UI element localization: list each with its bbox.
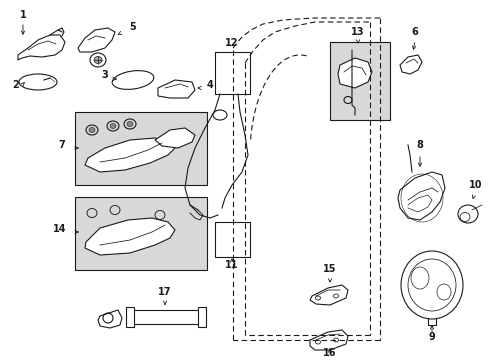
Bar <box>329 42 389 120</box>
Polygon shape <box>85 218 175 255</box>
Ellipse shape <box>315 296 320 300</box>
Polygon shape <box>399 55 421 74</box>
Text: 14: 14 <box>53 224 67 234</box>
Text: 10: 10 <box>468 180 482 190</box>
Polygon shape <box>78 28 115 52</box>
Ellipse shape <box>94 57 102 63</box>
Text: 13: 13 <box>350 27 364 37</box>
Bar <box>126 307 134 327</box>
Polygon shape <box>397 172 444 220</box>
Polygon shape <box>337 58 371 88</box>
Polygon shape <box>158 80 195 98</box>
Ellipse shape <box>315 340 320 344</box>
Polygon shape <box>85 138 175 172</box>
Bar <box>130 310 202 324</box>
Bar <box>198 307 205 327</box>
Text: 1: 1 <box>20 10 26 20</box>
Text: 2: 2 <box>13 80 20 90</box>
Text: 11: 11 <box>225 260 238 270</box>
Bar <box>75 112 206 185</box>
Text: 6: 6 <box>411 27 418 37</box>
Ellipse shape <box>333 294 338 298</box>
Text: 12: 12 <box>225 38 238 48</box>
Text: 4: 4 <box>206 80 213 90</box>
Polygon shape <box>155 128 195 148</box>
Text: 9: 9 <box>428 332 434 342</box>
Text: 17: 17 <box>158 287 171 297</box>
Text: 3: 3 <box>102 70 108 80</box>
Polygon shape <box>98 310 122 328</box>
Ellipse shape <box>127 122 133 126</box>
Text: 15: 15 <box>323 264 336 274</box>
Ellipse shape <box>110 123 116 129</box>
Polygon shape <box>309 285 347 305</box>
Text: 7: 7 <box>59 140 65 150</box>
Text: 8: 8 <box>416 140 423 150</box>
Bar <box>215 52 249 94</box>
Polygon shape <box>309 330 347 350</box>
Bar <box>215 222 249 257</box>
Bar <box>75 197 206 270</box>
Ellipse shape <box>333 338 338 342</box>
Text: 16: 16 <box>323 348 336 358</box>
Polygon shape <box>18 35 65 60</box>
Text: 5: 5 <box>129 22 136 32</box>
Ellipse shape <box>89 127 95 132</box>
